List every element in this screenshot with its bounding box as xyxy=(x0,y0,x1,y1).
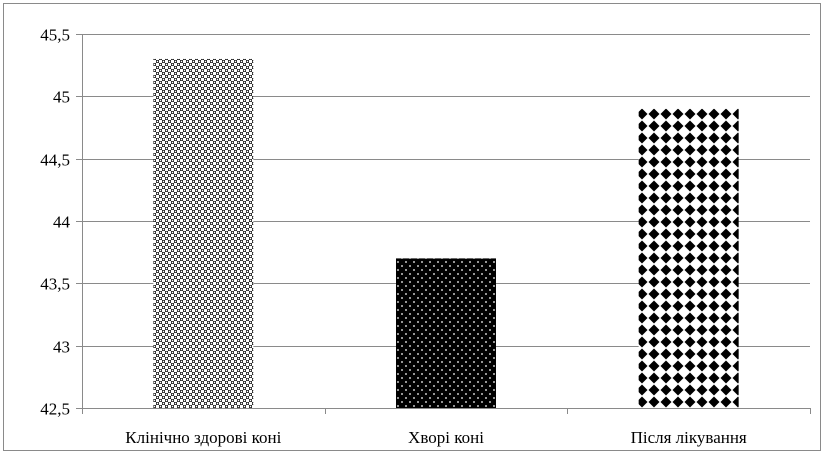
bar-2 xyxy=(396,258,496,408)
y-tick-label: 43 xyxy=(53,338,70,357)
y-tick-label: 44,5 xyxy=(40,151,70,170)
y-tick-labels: 42,5 43 43,5 44 44,5 45 45,5 xyxy=(40,26,70,419)
x-category-label: Після лікування xyxy=(631,428,747,447)
x-category-labels: Клінічно здорові коні Хворі коні Після лік… xyxy=(125,428,747,447)
y-tick-label: 43,5 xyxy=(40,275,70,294)
y-tick-label: 45 xyxy=(53,88,70,107)
x-category-label: Клінічно здорові коні xyxy=(125,428,281,447)
y-tick-label: 42,5 xyxy=(40,400,70,419)
bar-1 xyxy=(153,58,254,408)
bar-3 xyxy=(638,108,739,409)
y-tick-label: 45,5 xyxy=(40,26,70,45)
x-category-label: Хворі коні xyxy=(408,428,484,447)
bars xyxy=(153,58,739,409)
axes xyxy=(76,34,811,414)
y-tick-label: 44 xyxy=(53,213,71,232)
